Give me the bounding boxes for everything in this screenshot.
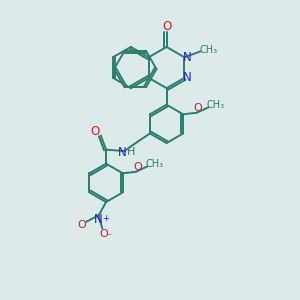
Text: O: O bbox=[77, 220, 86, 230]
Text: O: O bbox=[99, 230, 108, 239]
Text: O: O bbox=[162, 20, 171, 33]
Text: O: O bbox=[194, 103, 202, 113]
Text: O: O bbox=[91, 124, 100, 138]
Text: N: N bbox=[118, 146, 126, 159]
Text: N: N bbox=[94, 213, 103, 226]
Text: +: + bbox=[102, 214, 109, 223]
Text: H: H bbox=[127, 147, 135, 157]
Text: CH₃: CH₃ bbox=[145, 158, 163, 169]
Text: O: O bbox=[133, 162, 142, 172]
Text: N: N bbox=[182, 51, 191, 64]
Text: CH₃: CH₃ bbox=[200, 45, 218, 55]
Text: N: N bbox=[182, 71, 191, 84]
Text: CH₃: CH₃ bbox=[206, 100, 225, 110]
Text: ⁻: ⁻ bbox=[106, 232, 111, 242]
